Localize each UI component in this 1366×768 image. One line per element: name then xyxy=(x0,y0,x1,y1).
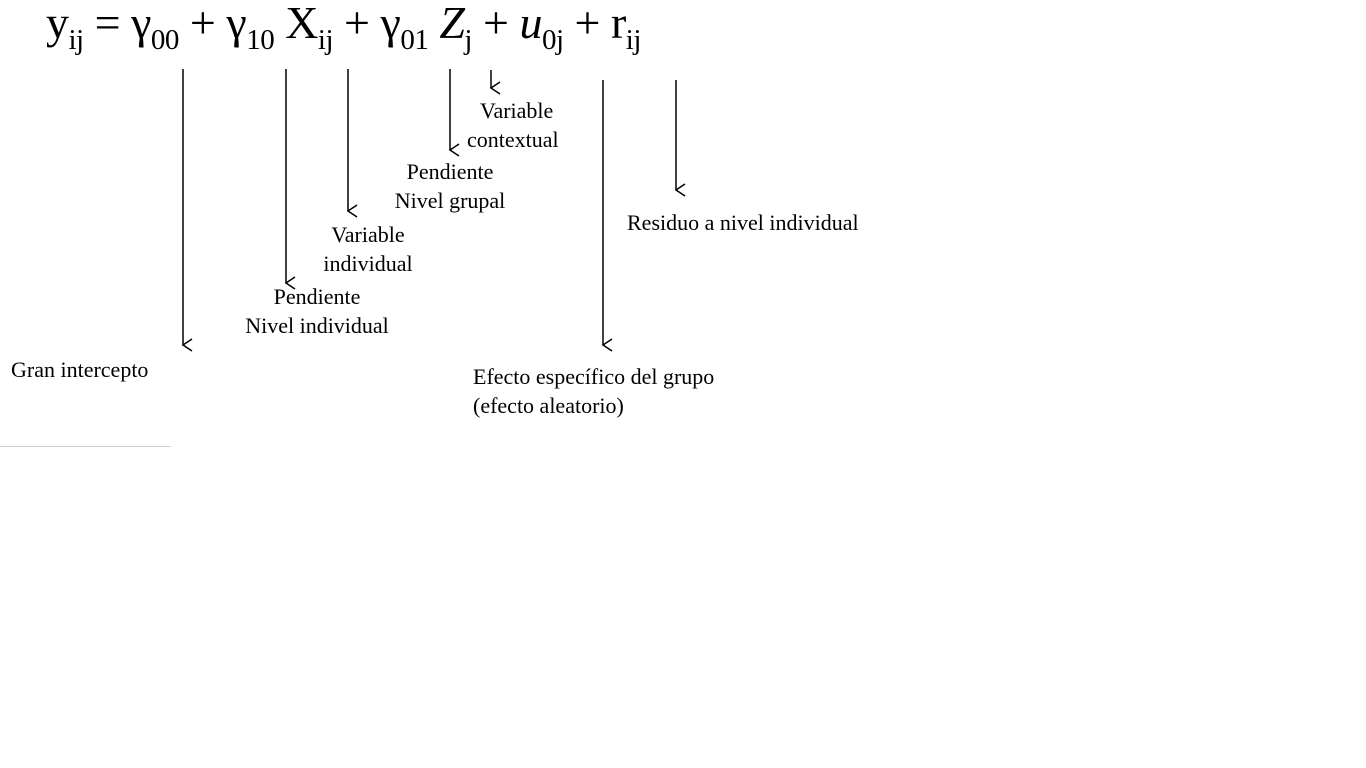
equals-sign: = xyxy=(94,0,121,48)
term-x: Xij xyxy=(285,0,334,56)
term-gamma00: γ00 xyxy=(131,0,179,56)
label-variable-contextual: Variable xyxy=(480,98,554,123)
label-gran-intercepto: Gran intercepto xyxy=(11,357,149,382)
label-efecto-especifico: Efecto específico del grupo (efecto alea… xyxy=(473,364,715,418)
term-gamma10: γ10 xyxy=(226,0,275,56)
term-u: u0j xyxy=(519,0,564,56)
label-pendiente-individual: Pendiente Nivel individual xyxy=(245,284,389,338)
plus-sign: + xyxy=(482,0,509,48)
term-y: yij xyxy=(46,0,84,56)
label-variable-individual: Variable individual xyxy=(323,222,413,276)
plus-sign: + xyxy=(344,0,370,48)
term-z: Zj xyxy=(439,0,472,56)
multilevel-equation: yij = γ00 + γ10 Xij + γ01 Zj + u0j + rij xyxy=(46,0,641,56)
divider-line xyxy=(0,446,171,447)
plus-sign: + xyxy=(574,0,601,48)
term-r: rij xyxy=(610,0,641,56)
label-residuo: Residuo a nivel individual xyxy=(627,210,859,235)
term-gamma01: γ01 xyxy=(380,0,429,56)
label-variable-contextual-line2: contextual xyxy=(467,127,559,152)
label-pendiente-grupal: Pendiente Nivel grupal xyxy=(394,159,506,213)
plus-sign: + xyxy=(189,0,216,48)
